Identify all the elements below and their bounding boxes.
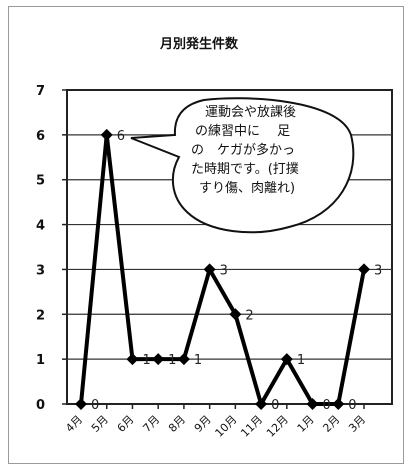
callout-line-4: た時期です。(打撲 [191, 162, 299, 177]
data-label: 1 [297, 353, 305, 368]
x-tick-label: 12月 [264, 413, 291, 440]
x-tick-label: 1月 [295, 413, 317, 435]
x-tick-label: 4月 [63, 413, 85, 435]
data-point-marker [100, 128, 113, 141]
x-tick-label: 9月 [192, 413, 214, 435]
x-tick-label: 8月 [166, 413, 188, 435]
series-line [75, 128, 370, 410]
data-label: 1 [142, 353, 150, 368]
data-point-marker [255, 398, 268, 410]
data-label: 0 [91, 398, 99, 413]
data-label: 3 [374, 263, 382, 278]
y-tick-label: 3 [36, 263, 45, 278]
data-labels: 0 6 1 1 1 3 2 0 1 0 0 3 [91, 129, 382, 413]
data-label: 6 [117, 129, 125, 144]
callout-bubble: 運動会や放課後 の練習中に 足 の ケガが多かっ た時期です。(打撲 すり傷、肉… [130, 97, 355, 234]
x-tick-label: 10月 [213, 413, 240, 440]
callout-line-5: すり傷、肉離れ) [199, 181, 295, 196]
data-point-marker [332, 398, 345, 410]
data-label: 2 [245, 308, 253, 323]
data-point-marker [203, 263, 216, 276]
x-tick-label: 6月 [115, 413, 137, 435]
chart-title: 月別発生件数 [159, 36, 239, 52]
data-point-marker [177, 353, 190, 366]
data-point-marker [229, 308, 242, 321]
data-label: 1 [194, 353, 202, 368]
data-label: 3 [220, 263, 228, 278]
y-tick-label: 0 [36, 398, 45, 413]
callout-line-1: 運動会や放課後 [205, 104, 296, 120]
y-tick-label: 2 [36, 308, 45, 323]
callout-line-2: の練習中に 足 [195, 124, 290, 139]
data-point-marker [280, 353, 293, 366]
callout-line-3: の ケガが多かっ [191, 142, 295, 158]
data-point-marker [306, 398, 319, 410]
y-axis-ticks: 0 1 2 3 4 5 6 7 [36, 84, 67, 413]
data-point-marker [126, 353, 139, 366]
y-tick-label: 4 [36, 219, 45, 234]
y-tick-label: 5 [36, 174, 45, 189]
data-point-marker [358, 263, 370, 276]
callout-shape [130, 97, 355, 234]
data-label: 1 [168, 353, 176, 368]
y-tick-label: 7 [36, 84, 45, 99]
x-tick-label: 2月 [320, 413, 342, 435]
x-tick-label: 7月 [140, 413, 162, 435]
x-tick-label: 11月 [238, 413, 265, 440]
data-label: 0 [323, 398, 331, 413]
data-point-marker [75, 398, 87, 410]
y-tick-label: 6 [36, 129, 45, 144]
data-label: 0 [271, 398, 279, 413]
data-label: 0 [348, 398, 356, 413]
y-tick-label: 1 [36, 353, 45, 368]
x-tick-label: 3月 [346, 413, 368, 435]
x-tick-label: 5月 [89, 413, 111, 435]
data-point-marker [152, 353, 165, 366]
